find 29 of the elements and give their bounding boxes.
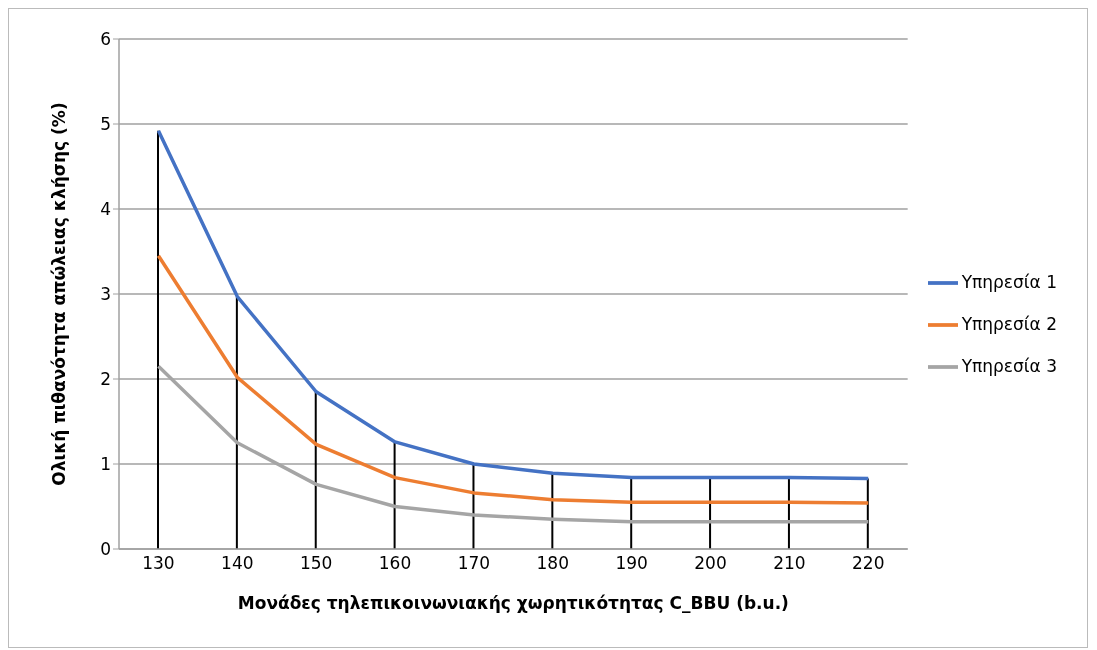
bar (314, 391, 317, 549)
x-tick-label: 220 (852, 553, 885, 574)
x-tick-label: 200 (694, 553, 727, 574)
x-tick-label: 190 (615, 553, 648, 574)
bar (157, 130, 159, 549)
x-tick-label: 170 (457, 553, 491, 574)
y-tick-label: 1 (100, 454, 111, 475)
y-tick-label: 2 (100, 369, 111, 390)
legend-label: Υπηρεσία 3 (961, 356, 1057, 376)
x-tick-label: 210 (773, 553, 806, 574)
y-tick-label: 3 (100, 284, 111, 305)
x-axis-title: Μονάδες τηλεπικοινωνιακής χωρητικότητας C_BBU (b.u.) (237, 593, 789, 613)
line-series (156, 254, 870, 505)
bar (235, 296, 238, 549)
y-tick-label: 4 (100, 199, 111, 220)
x-tick-label: 160 (378, 553, 412, 574)
x-tick-label: 150 (299, 553, 333, 574)
y-tick-label: 0 (100, 539, 111, 560)
y-tick-label: 6 (100, 29, 111, 50)
bar (866, 478, 869, 549)
legend-label: Υπηρεσία 2 (961, 314, 1057, 334)
x-tick-label: 180 (536, 553, 569, 574)
x-tick-label: 130 (142, 553, 175, 574)
legend-label: Υπηρεσία 1 (961, 272, 1057, 292)
x-tick-label: 140 (221, 553, 254, 574)
y-axis-title: Ολική πιθανότητα απώλειας κλήσης (%) (49, 102, 70, 486)
y-tick-label: 5 (100, 114, 111, 135)
bar (393, 441, 396, 549)
line-series (156, 129, 870, 481)
